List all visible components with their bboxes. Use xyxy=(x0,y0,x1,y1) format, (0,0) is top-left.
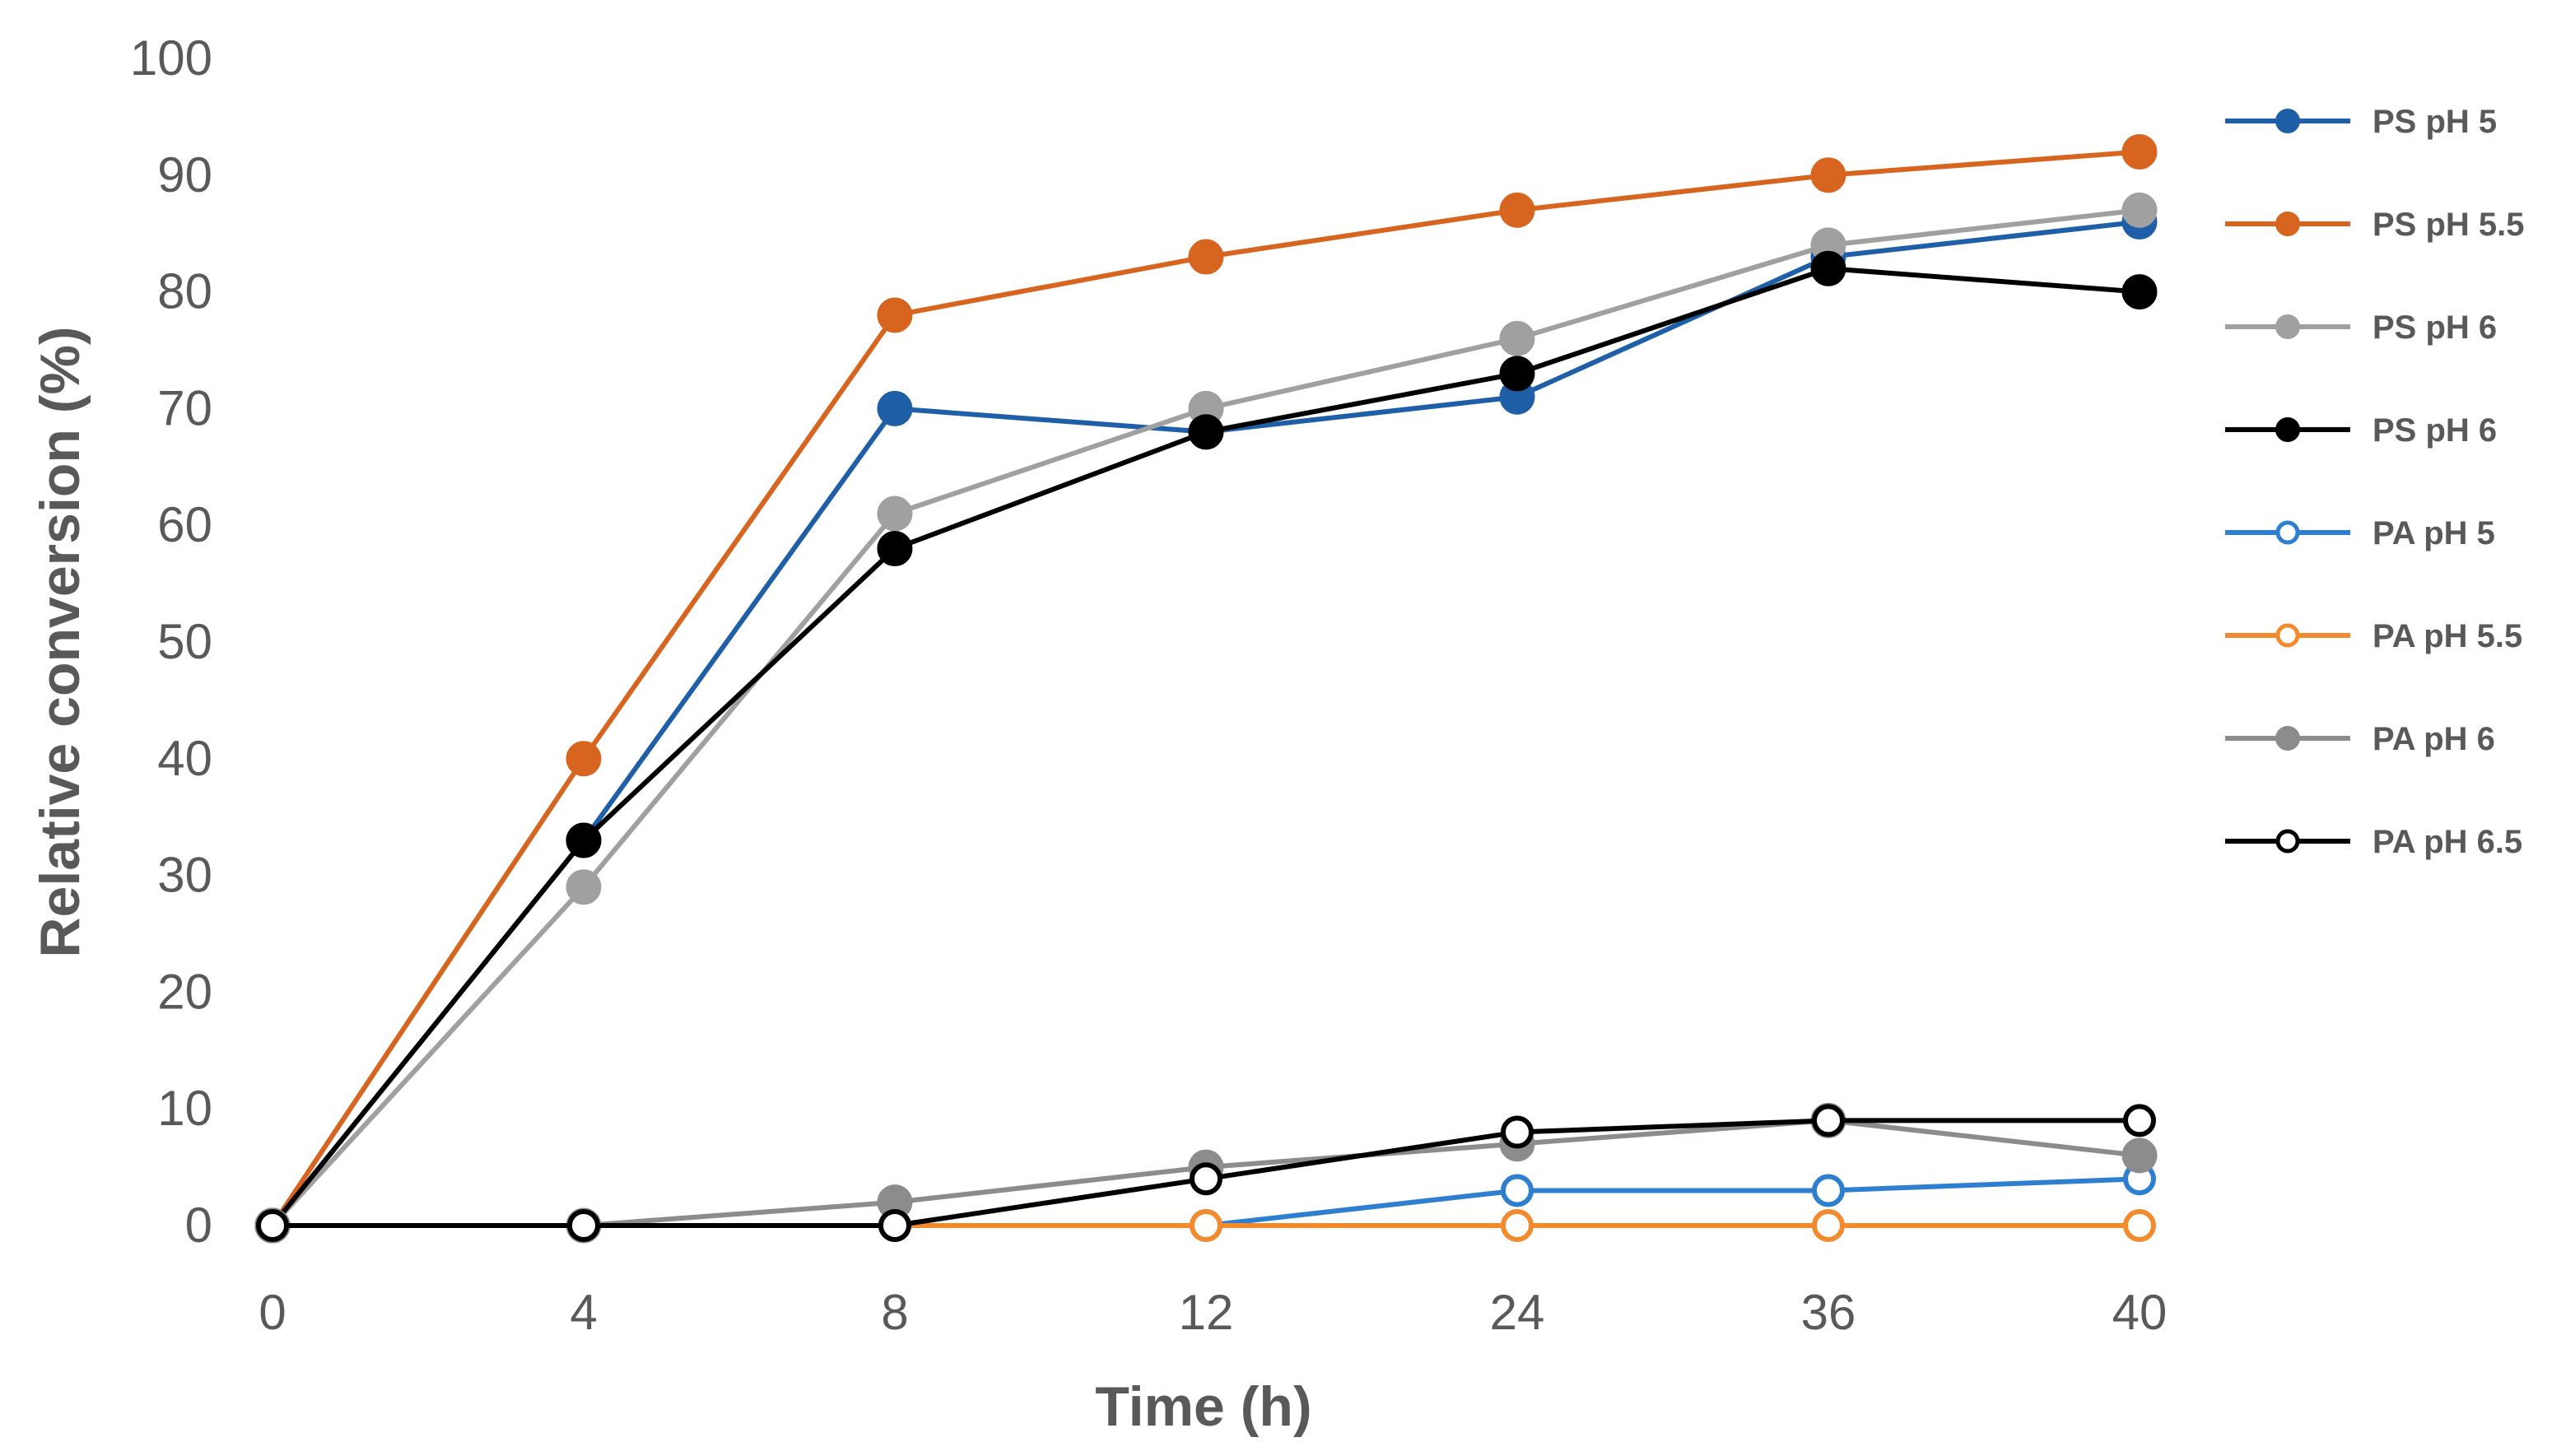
legend-marker xyxy=(2275,520,2300,545)
data-point xyxy=(1190,1209,1222,1242)
data-point xyxy=(1188,239,1224,275)
series-2 xyxy=(254,192,2158,1244)
data-point xyxy=(1499,320,1535,356)
legend-item: PS pH 5 xyxy=(2225,104,2497,140)
legend-marker xyxy=(2275,623,2300,648)
x-tick-label: 0 xyxy=(258,1285,286,1340)
x-axis: 0 4 8 12 24 36 40 xyxy=(258,1224,2168,1340)
y-tick-label: 70 xyxy=(157,380,212,435)
y-tick-label: 100 xyxy=(130,30,212,86)
y-tick-label: 40 xyxy=(157,731,212,786)
y-tick-label: 10 xyxy=(157,1081,212,1136)
y-axis: 0 10 20 30 40 50 60 70 80 90 100 xyxy=(130,30,212,1253)
data-point xyxy=(1812,1209,1845,1242)
legend-label: PA pH 5.5 xyxy=(2372,618,2522,654)
data-point xyxy=(1501,1209,1534,1242)
data-point xyxy=(2121,192,2158,228)
series-line xyxy=(270,219,2142,1228)
x-tick-label: 24 xyxy=(1490,1285,1545,1340)
data-point xyxy=(2121,133,2158,170)
y-tick-label: 30 xyxy=(157,848,212,903)
legend-label: PS pH 6 xyxy=(2372,412,2497,449)
data-point xyxy=(567,1209,600,1242)
data-point xyxy=(877,297,913,333)
data-point xyxy=(878,1209,911,1242)
legend-label: PA pH 6.5 xyxy=(2372,824,2522,860)
data-point xyxy=(1812,1104,1845,1137)
data-point xyxy=(877,495,913,532)
x-tick-label: 8 xyxy=(881,1285,908,1340)
series-line xyxy=(270,207,2142,1228)
x-tick-label: 36 xyxy=(1801,1285,1856,1340)
legend-item: PA pH 6.5 xyxy=(2225,824,2522,860)
y-tick-label: 50 xyxy=(157,614,212,669)
data-point xyxy=(2121,1137,2158,1174)
legend-marker xyxy=(2275,109,2300,133)
data-point xyxy=(1810,250,1846,286)
data-point xyxy=(1499,356,1535,392)
legend-marker xyxy=(2275,314,2300,339)
series-0 xyxy=(254,204,2158,1244)
data-point xyxy=(2123,1104,2156,1137)
legend: PS pH 5 PS pH 5.5 PS pH 6 PS pH 6 PA pH 5 PA … xyxy=(2225,104,2525,860)
series-line xyxy=(270,149,2142,1228)
series-7 xyxy=(256,1104,2156,1242)
data-point xyxy=(566,869,602,905)
plot-area xyxy=(254,133,2158,1244)
y-tick-label: 80 xyxy=(157,264,212,319)
legend-item: PS pH 6 xyxy=(2225,412,2497,449)
data-point xyxy=(877,390,913,426)
x-tick-label: 40 xyxy=(2112,1285,2168,1340)
data-point xyxy=(1499,192,1535,228)
data-point xyxy=(566,741,602,777)
legend-label: PA pH 6 xyxy=(2372,721,2495,757)
series-1 xyxy=(254,133,2158,1244)
legend-marker xyxy=(2275,829,2300,854)
data-point xyxy=(1812,1174,1845,1207)
data-point xyxy=(1810,157,1846,193)
data-point xyxy=(1501,1174,1534,1207)
data-point xyxy=(1188,414,1224,450)
y-tick-label: 90 xyxy=(157,147,212,202)
legend-label: PS pH 5.5 xyxy=(2372,207,2525,243)
x-tick-label: 4 xyxy=(570,1285,597,1340)
legend-marker xyxy=(2275,726,2300,751)
y-axis-title: Relative conversion (%) xyxy=(29,326,91,957)
legend-marker xyxy=(2275,417,2300,442)
data-point xyxy=(2121,274,2158,310)
y-tick-label: 20 xyxy=(157,964,212,1019)
legend-label: PS pH 5 xyxy=(2372,104,2497,140)
data-point xyxy=(256,1209,289,1242)
data-point xyxy=(877,531,913,567)
data-point xyxy=(1190,1162,1222,1196)
legend-item: PA pH 6 xyxy=(2225,721,2495,757)
data-point xyxy=(2123,1209,2156,1242)
data-point xyxy=(1501,1115,1534,1149)
y-tick-label: 0 xyxy=(185,1198,212,1253)
data-point xyxy=(566,822,602,858)
legend-item: PA pH 5 xyxy=(2225,515,2495,551)
legend-item: PS pH 6 xyxy=(2225,309,2497,346)
legend-marker xyxy=(2275,212,2300,236)
y-tick-label: 60 xyxy=(157,497,212,552)
legend-label: PS pH 6 xyxy=(2372,309,2497,346)
x-tick-label: 12 xyxy=(1179,1285,1234,1340)
x-axis-title: Time (h) xyxy=(1095,1375,1311,1438)
legend-item: PS pH 5.5 xyxy=(2225,207,2525,243)
legend-label: PA pH 5 xyxy=(2372,515,2495,551)
legend-item: PA pH 5.5 xyxy=(2225,618,2522,654)
